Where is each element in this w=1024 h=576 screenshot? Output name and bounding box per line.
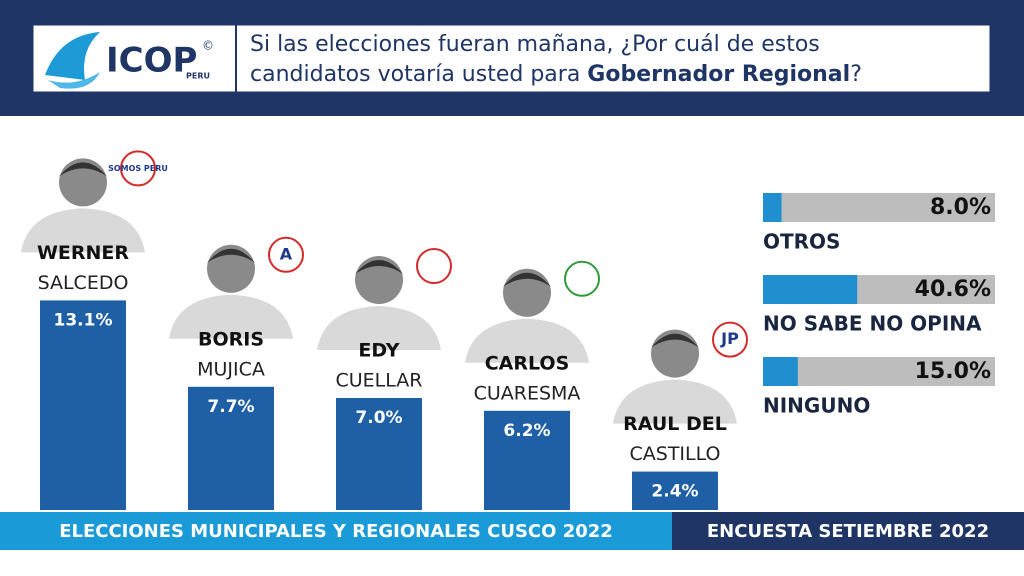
party-logo-text: JP bbox=[720, 329, 739, 348]
portrait bbox=[503, 272, 551, 287]
candidate-name: RAUL DEL bbox=[623, 413, 727, 435]
portrait bbox=[207, 248, 255, 263]
question: ? bbox=[850, 62, 862, 87]
category-label: NO SABE NO OPINA bbox=[763, 312, 982, 336]
bar bbox=[40, 300, 126, 510]
category-label: NINGUNO bbox=[763, 394, 870, 418]
bar bbox=[763, 193, 782, 222]
party-logo-text: A bbox=[280, 244, 293, 263]
question-bold: Gobernador Regional bbox=[587, 62, 850, 87]
value-label: 2.4% bbox=[651, 482, 698, 502]
question: Si las elecciones fueran mañana, ¿Por cu… bbox=[250, 32, 820, 57]
candidate-surname: SALCEDO bbox=[38, 272, 129, 294]
candidate-name: BORIS bbox=[198, 328, 264, 350]
logo-sub: PERU bbox=[186, 72, 210, 81]
footer-left bbox=[0, 512, 672, 550]
bar bbox=[632, 471, 718, 510]
footer-right bbox=[672, 512, 1024, 550]
candidate-name: WERNER bbox=[37, 242, 129, 264]
portrait bbox=[613, 379, 737, 424]
value-label: 6.2% bbox=[503, 421, 550, 441]
bar bbox=[763, 357, 798, 386]
party-logo bbox=[712, 321, 748, 358]
candidate-surname: CUELLAR bbox=[336, 370, 423, 392]
party-logo bbox=[120, 150, 156, 187]
portrait bbox=[465, 318, 589, 363]
candidate-surname: CASTILLO bbox=[630, 443, 721, 465]
party-logo bbox=[564, 260, 600, 297]
value-label: 7.0% bbox=[355, 408, 402, 428]
portrait bbox=[651, 333, 699, 348]
portrait bbox=[59, 162, 107, 177]
party-logo bbox=[268, 236, 304, 273]
category-label: OTROS bbox=[763, 230, 840, 254]
bar-track bbox=[763, 193, 995, 222]
question: candidatos votaría usted para Gobernador… bbox=[250, 62, 862, 87]
portrait bbox=[21, 208, 145, 253]
party-logo-text: SOMOS PERU bbox=[108, 164, 168, 173]
portrait bbox=[355, 260, 403, 274]
party-logo bbox=[416, 248, 452, 284]
chart: SOMOS PERU WERNER SALCEDO 13.1% A BORIS MUJICA… bbox=[21, 150, 995, 510]
value-label: 13.1% bbox=[54, 310, 113, 330]
candidate-name: EDY bbox=[358, 340, 399, 362]
value-label: 40.6% bbox=[915, 277, 991, 302]
bar bbox=[336, 398, 422, 510]
candidate-surname: MUJICA bbox=[197, 358, 265, 380]
portrait bbox=[317, 306, 441, 350]
value-label: 15.0% bbox=[915, 359, 991, 384]
logo-text: ICOP bbox=[106, 41, 197, 81]
candidate-surname: CUARESMA bbox=[474, 382, 581, 404]
logo-icon bbox=[48, 72, 100, 89]
bar bbox=[484, 410, 570, 510]
footer-text: ELECCIONES MUNICIPALES Y REGIONALES CUSC… bbox=[59, 521, 613, 542]
bar bbox=[188, 386, 274, 510]
value-label: 7.7% bbox=[207, 397, 254, 417]
bar bbox=[763, 275, 858, 304]
logo-icon bbox=[45, 32, 100, 80]
bar-track bbox=[763, 357, 995, 386]
candidate-name: CARLOS bbox=[485, 352, 570, 374]
header-box bbox=[32, 24, 991, 93]
footer-text: ENCUESTA SETIEMBRE 2022 bbox=[707, 521, 989, 542]
logo-mark: © bbox=[202, 39, 214, 53]
portrait bbox=[169, 294, 293, 339]
question: candidatos votaría usted para bbox=[250, 62, 587, 87]
value-label: 8.0% bbox=[930, 195, 991, 220]
